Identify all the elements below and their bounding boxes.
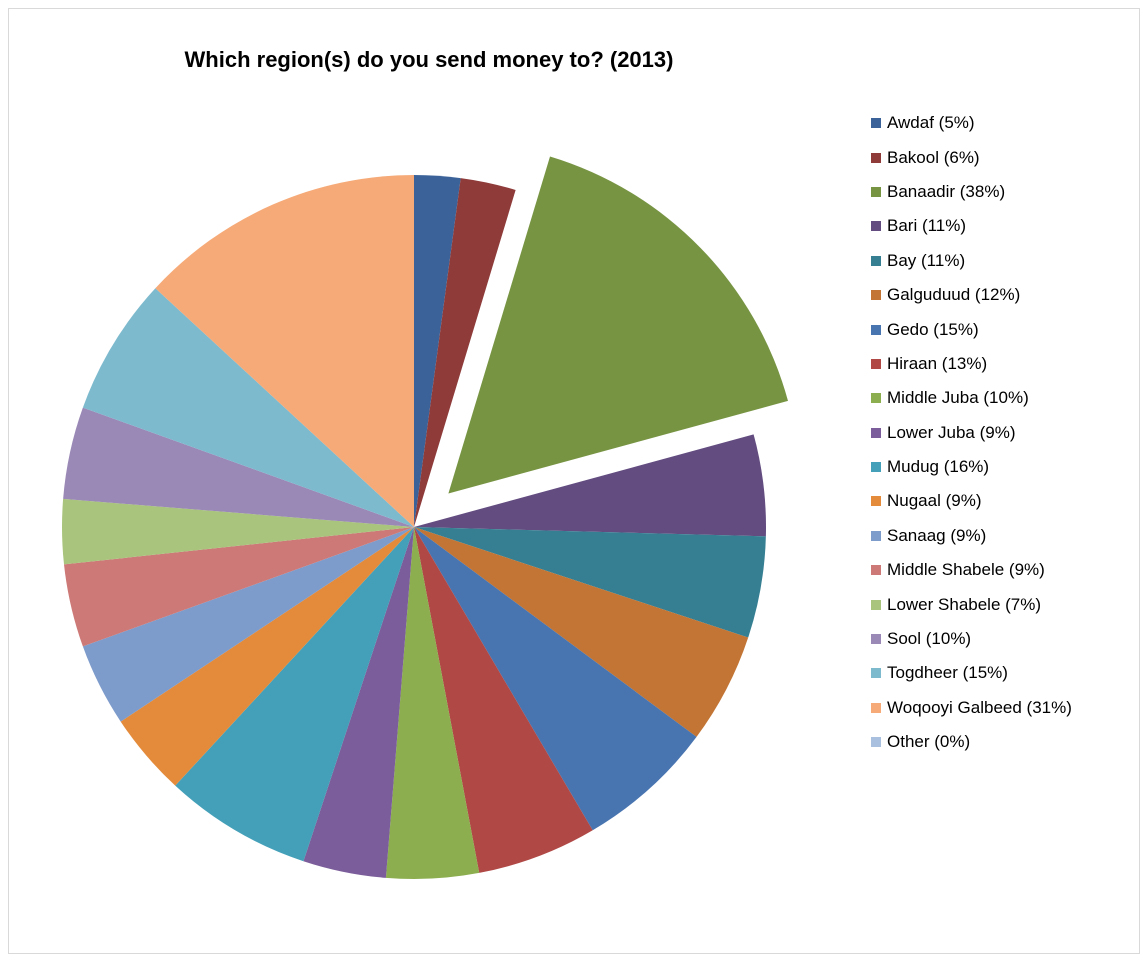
pie-slice-gedo xyxy=(414,527,697,831)
legend-item-middle-juba: Middle Juba (10%) xyxy=(871,381,1072,415)
legend-swatch xyxy=(871,290,881,301)
legend-item-gedo: Gedo (15%) xyxy=(871,312,1072,346)
legend-item-galguduud: Galguduud (12%) xyxy=(871,278,1072,312)
legend-swatch xyxy=(871,565,881,576)
legend-label: Hiraan (13%) xyxy=(887,353,988,373)
legend-label: Middle Shabele (9%) xyxy=(887,560,1045,580)
legend-label: Togdheer (15%) xyxy=(887,663,1008,683)
legend-item-other: Other (0%) xyxy=(871,725,1072,759)
legend-item-hiraan: Hiraan (13%) xyxy=(871,347,1072,381)
pie-slice-bari xyxy=(414,434,766,537)
legend-label: Bari (11%) xyxy=(887,216,967,236)
legend-item-awdaf: Awdaf (5%) xyxy=(871,106,1072,140)
legend-label: Lower Juba (9%) xyxy=(887,422,1016,442)
legend-swatch xyxy=(871,152,881,163)
pie-slice-nugaal xyxy=(120,527,415,786)
pie-slice-woqooyi-galbeed xyxy=(155,175,414,527)
pie-slice-bay xyxy=(414,527,766,638)
legend-item-togdheer: Togdheer (15%) xyxy=(871,656,1072,690)
pie-slice-lower-shabele xyxy=(62,498,415,565)
legend-item-bay: Bay (11%) xyxy=(871,244,1072,278)
pie-slice-mudug xyxy=(175,527,414,862)
legend-label: Middle Juba (10%) xyxy=(887,388,1029,408)
legend-item-bakool: Bakool (6%) xyxy=(871,140,1072,174)
legend-item-mudug: Mudug (16%) xyxy=(871,450,1072,484)
pie-slice-galguduud xyxy=(414,527,749,737)
legend-swatch xyxy=(871,186,881,197)
pie-slice-hiraan xyxy=(414,527,593,873)
pie-slice-banaadir xyxy=(448,156,788,494)
pie-slice-bakool xyxy=(414,178,516,527)
legend-swatch xyxy=(871,634,881,645)
legend-item-lower-juba: Lower Juba (9%) xyxy=(871,416,1072,450)
legend-swatch xyxy=(871,255,881,266)
legend-label: Nugaal (9%) xyxy=(887,491,982,511)
legend-label: Gedo (15%) xyxy=(887,319,979,339)
legend-label: Sool (10%) xyxy=(887,629,972,649)
legend-swatch xyxy=(871,393,881,404)
pie-slice-sool xyxy=(63,407,415,527)
legend-swatch xyxy=(871,462,881,473)
legend-label: Mudug (16%) xyxy=(887,457,990,477)
legend-swatch xyxy=(871,668,881,679)
legend-label: Bakool (6%) xyxy=(887,147,980,167)
legend-item-woqooyi-galbeed: Woqooyi Galbeed (31%) xyxy=(871,691,1072,725)
pie-slice-middle-juba xyxy=(385,527,480,879)
legend-label: Galguduud (12%) xyxy=(887,285,1021,305)
legend-swatch xyxy=(871,221,881,232)
legend-label: Awdaf (5%) xyxy=(887,113,975,133)
pie-chart xyxy=(62,156,788,879)
legend: Awdaf (5%) Bakool (6%) Banaadir (38%) Bari … xyxy=(871,106,1072,759)
legend-swatch xyxy=(871,496,881,507)
legend-item-sanaag: Sanaag (9%) xyxy=(871,519,1072,553)
legend-label: Other (0%) xyxy=(887,732,971,752)
legend-swatch xyxy=(871,737,881,748)
chart-area: Which region(s) do you send money to? (2… xyxy=(8,8,1140,954)
legend-item-banaadir: Banaadir (38%) xyxy=(871,175,1072,209)
legend-label: Lower Shabele (7%) xyxy=(887,594,1042,614)
legend-item-lower-shabele: Lower Shabele (7%) xyxy=(871,587,1072,621)
legend-item-nugaal: Nugaal (9%) xyxy=(871,484,1072,518)
pie-slice-togdheer xyxy=(82,288,414,527)
legend-swatch xyxy=(871,358,881,369)
legend-swatch xyxy=(871,427,881,438)
legend-item-sool: Sool (10%) xyxy=(871,622,1072,656)
legend-label: Sanaag (9%) xyxy=(887,525,987,545)
legend-swatch xyxy=(871,599,881,610)
legend-swatch xyxy=(871,530,881,541)
legend-item-bari: Bari (11%) xyxy=(871,209,1072,243)
pie-slice-middle-shabele xyxy=(63,527,415,647)
legend-swatch xyxy=(871,118,881,129)
pie-slice-awdaf xyxy=(414,175,461,527)
legend-swatch xyxy=(871,324,881,335)
chart-title: Which region(s) do you send money to? (2… xyxy=(184,47,674,72)
pie-slice-lower-juba xyxy=(303,527,414,878)
pie-slice-sanaag xyxy=(82,527,414,722)
legend-label: Woqooyi Galbeed (31%) xyxy=(887,697,1072,717)
legend-label: Banaadir (38%) xyxy=(887,181,1006,201)
legend-swatch xyxy=(871,702,881,713)
legend-label: Bay (11%) xyxy=(887,250,966,270)
legend-item-middle-shabele: Middle Shabele (9%) xyxy=(871,553,1072,587)
